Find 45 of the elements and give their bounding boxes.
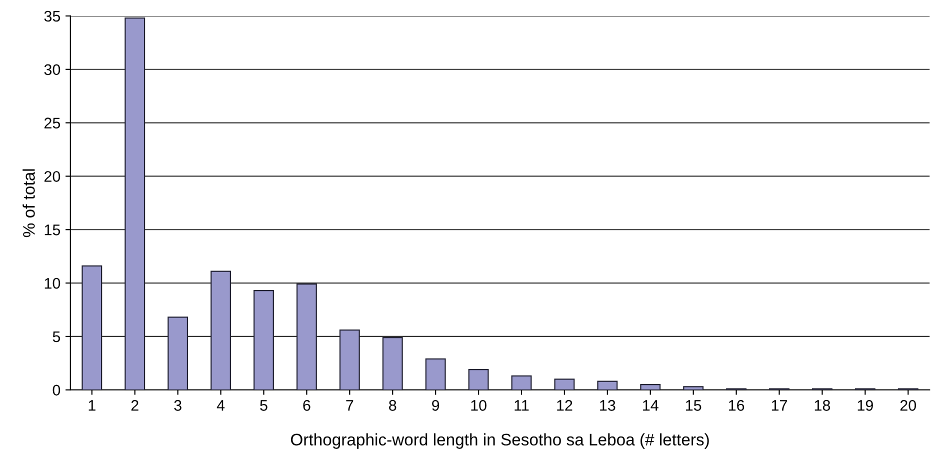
x-tick-label: 11 — [514, 400, 529, 411]
x-tick-label: 14 — [643, 400, 658, 411]
x-tick-label: 7 — [346, 400, 354, 411]
x-tick-label: 20 — [900, 400, 916, 411]
x-tick-label: 15 — [686, 400, 702, 411]
bar — [382, 336, 403, 390]
x-tick-label: 17 — [772, 400, 787, 411]
x-tick-label: 3 — [174, 400, 182, 411]
bar — [254, 290, 274, 390]
x-tick-label: 13 — [600, 400, 616, 411]
y-tick-label: 35 — [44, 10, 60, 22]
x-tick-label: 8 — [389, 400, 396, 411]
bar — [339, 330, 360, 390]
x-tick-label: 6 — [303, 400, 310, 411]
y-tick-label: 10 — [44, 278, 60, 289]
bar — [468, 369, 489, 390]
x-tick-label: 16 — [728, 400, 744, 411]
bar — [511, 375, 532, 390]
y-axis-title: % of total — [22, 169, 35, 238]
x-tick-label: 12 — [557, 400, 572, 411]
bar — [296, 284, 317, 390]
x-tick-label: 10 — [471, 400, 486, 411]
bar — [168, 316, 188, 390]
bar — [597, 380, 618, 390]
bar — [124, 18, 146, 390]
x-tick-label: 19 — [858, 400, 873, 411]
bar — [82, 265, 102, 390]
x-tick-label: 2 — [131, 400, 138, 411]
y-tick-label: 15 — [44, 224, 60, 236]
y-tick-label: 0 — [52, 384, 60, 396]
y-tick-label: 30 — [44, 64, 60, 76]
x-tick-label: 4 — [216, 400, 225, 411]
bar — [640, 384, 661, 390]
x-tick-label: 5 — [260, 400, 268, 411]
x-tick-label: 18 — [814, 400, 830, 411]
bar — [554, 378, 575, 390]
y-tick-label: 20 — [44, 171, 60, 182]
bar — [683, 386, 704, 390]
bar — [425, 358, 446, 390]
bar — [210, 270, 232, 390]
y-tick-label: 5 — [52, 331, 60, 342]
x-tick-label: 1 — [88, 400, 96, 411]
x-tick-label: 9 — [432, 400, 440, 411]
x-axis-title: Orthographic-word length in Sesotho sa Leboa (# letters) — [290, 433, 709, 449]
y-tick-label: 25 — [44, 118, 60, 128]
